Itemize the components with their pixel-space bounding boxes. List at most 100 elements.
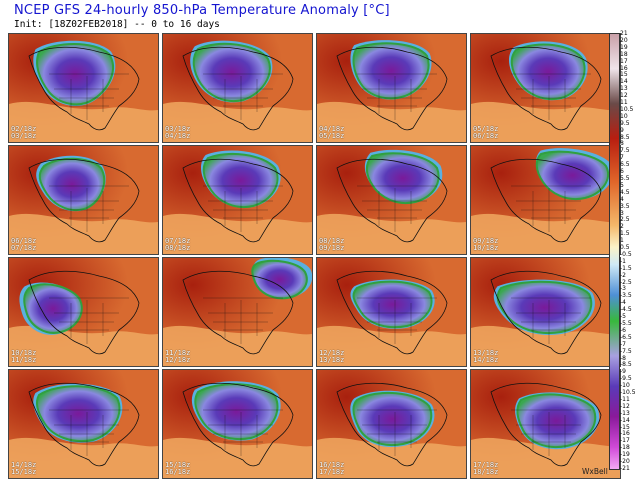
- forecast-panel: 07/18z 08/18z: [162, 145, 313, 255]
- colorbar-tick: -2: [620, 271, 626, 279]
- panel-valid-from: 15/18z: [165, 461, 191, 469]
- anomaly-map: [163, 34, 312, 142]
- colorbar-tick: -5: [620, 313, 626, 321]
- forecast-panel: 13/18z 14/18z: [470, 257, 621, 367]
- panel-valid-label: 11/18z 12/18z: [165, 350, 190, 364]
- panel-valid-from: 13/18z: [473, 349, 499, 357]
- colorbar-tick: 10.5: [620, 105, 634, 113]
- panel-valid-to: 13/18z: [319, 356, 345, 364]
- colorbar-tick: 1.5: [620, 230, 630, 238]
- forecast-panel: 16/18z 17/18z: [316, 369, 467, 479]
- anomaly-map: [471, 258, 620, 366]
- panel-valid-label: 09/18z 10/18z: [473, 238, 498, 252]
- colorbar-tick: 0.5: [620, 244, 630, 252]
- colorbar-tick: 5: [620, 181, 624, 189]
- panel-valid-to: 03/18z: [11, 132, 37, 140]
- anomaly-map: [471, 146, 620, 254]
- colorbar-tick: 4: [620, 195, 624, 203]
- colorbar-tick: 17: [620, 57, 628, 65]
- colorbar-tick: -2.5: [620, 278, 632, 286]
- colorbar-tick: -10.5: [620, 389, 636, 397]
- panel-valid-label: 07/18z 08/18z: [165, 238, 190, 252]
- colorbar-tick: -10: [620, 382, 630, 390]
- map-title: NCEP GFS 24-hourly 850-hPa Temperature A…: [14, 3, 390, 18]
- colorbar-tick: -20: [620, 458, 630, 466]
- panel-valid-label: 17/18z 18/18z: [473, 462, 498, 476]
- panel-valid-from: 17/18z: [473, 461, 499, 469]
- forecast-panel: 08/18z 09/18z: [316, 145, 467, 255]
- panel-valid-from: 07/18z: [165, 237, 191, 245]
- colorbar-tick: -9.5: [620, 375, 632, 383]
- colorbar-tick: 13: [620, 85, 628, 93]
- colorbar-tick: -4: [620, 299, 626, 307]
- colorbar-tick: -1.5: [620, 264, 632, 272]
- forecast-panel: 06/18z 07/18z: [8, 145, 159, 255]
- anomaly-map: [163, 146, 312, 254]
- panel-valid-to: 05/18z: [319, 132, 345, 140]
- colorbar: [609, 33, 620, 470]
- colorbar-tick: -3.5: [620, 292, 632, 300]
- colorbar-tick: -6: [620, 326, 626, 334]
- panel-valid-from: 02/18z: [11, 125, 37, 133]
- colorbar-tick: -11: [620, 395, 630, 403]
- panel-valid-to: 11/18z: [11, 356, 37, 364]
- wxbell-logo: WxBell: [582, 467, 608, 476]
- colorbar-tick: -9: [620, 368, 626, 376]
- forecast-panel: 14/18z 15/18z: [8, 369, 159, 479]
- panel-valid-label: 03/18z 04/18z: [165, 126, 190, 140]
- colorbar-tick: 4.5: [620, 188, 630, 196]
- colorbar-tick: 5.5: [620, 175, 630, 182]
- forecast-panel: 04/18z 05/18z: [316, 33, 467, 143]
- colorbar-tick: -5.5: [620, 320, 632, 327]
- panel-valid-label: 13/18z 14/18z: [473, 350, 498, 364]
- anomaly-map: [163, 370, 312, 478]
- colorbar-tick: 10: [620, 112, 628, 120]
- panel-valid-label: 12/18z 13/18z: [319, 350, 344, 364]
- panel-valid-to: 07/18z: [11, 244, 37, 252]
- panel-valid-to: 18/18z: [473, 468, 499, 476]
- colorbar-tick: 6.5: [620, 161, 630, 169]
- forecast-panel: 09/18z 10/18z: [470, 145, 621, 255]
- anomaly-map: [9, 370, 158, 478]
- colorbar-tick: 8.5: [620, 133, 630, 141]
- colorbar-tick: 3: [620, 209, 624, 217]
- colorbar-tick: -4.5: [620, 306, 632, 314]
- anomaly-map: [9, 34, 158, 142]
- colorbar-tick: -7: [620, 340, 626, 348]
- colorbar-tick: 7: [620, 154, 624, 162]
- colorbar-tick: 2: [620, 223, 624, 231]
- colorbar-tick: -19: [620, 451, 630, 459]
- colorbar-tick: -0.5: [620, 250, 632, 258]
- colorbar-tick: 21: [620, 30, 628, 37]
- init-subtitle: Init: [18Z02FEB2018] -- 0 to 16 days: [14, 19, 220, 30]
- panel-valid-label: 14/18z 15/18z: [11, 462, 36, 476]
- colorbar-tick: 1: [620, 237, 624, 245]
- anomaly-map: [9, 146, 158, 254]
- forecast-panel: 05/18z 06/18z: [470, 33, 621, 143]
- colorbar-tick: -7.5: [620, 347, 632, 355]
- panel-valid-to: 15/18z: [11, 468, 37, 476]
- panel-valid-to: 12/18z: [165, 356, 191, 364]
- forecast-panel: 12/18z 13/18z: [316, 257, 467, 367]
- panel-valid-label: 08/18z 09/18z: [319, 238, 344, 252]
- colorbar-tick: -8: [620, 354, 626, 362]
- panel-valid-from: 06/18z: [11, 237, 37, 245]
- forecast-panel: 03/18z 04/18z: [162, 33, 313, 143]
- colorbar-tick: -21: [620, 465, 630, 472]
- panel-valid-to: 06/18z: [473, 132, 499, 140]
- colorbar-tick: 16: [620, 64, 628, 72]
- colorbar-tick: -15: [620, 423, 630, 431]
- panel-valid-label: 02/18z 03/18z: [11, 126, 36, 140]
- panel-valid-to: 16/18z: [165, 468, 191, 476]
- panel-valid-to: 14/18z: [473, 356, 499, 364]
- anomaly-map: [9, 258, 158, 366]
- colorbar-tick: 9.5: [620, 119, 630, 127]
- forecast-panel: 17/18z 18/18z: [470, 369, 621, 479]
- panel-valid-to: 10/18z: [473, 244, 499, 252]
- panel-valid-to: 17/18z: [319, 468, 345, 476]
- panel-valid-from: 12/18z: [319, 349, 345, 357]
- colorbar-tick: -3: [620, 285, 626, 293]
- panel-valid-label: 05/18z 06/18z: [473, 126, 498, 140]
- anomaly-map: [317, 370, 466, 478]
- colorbar-tick: -18: [620, 444, 630, 452]
